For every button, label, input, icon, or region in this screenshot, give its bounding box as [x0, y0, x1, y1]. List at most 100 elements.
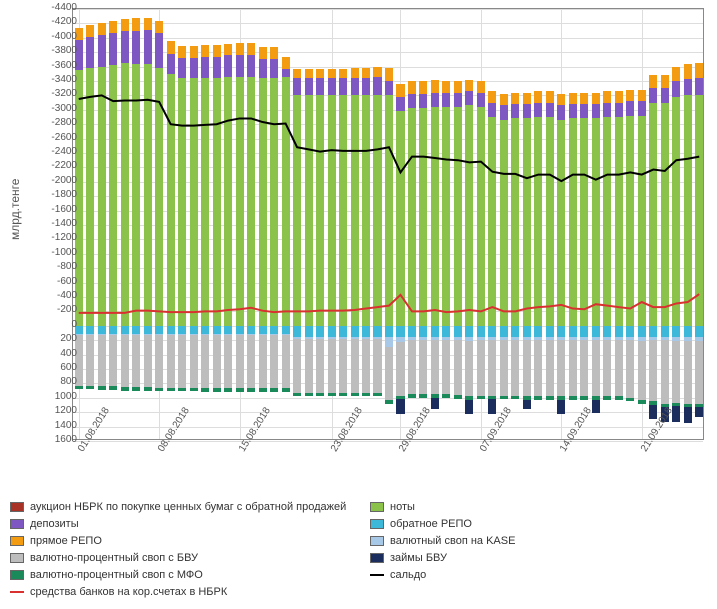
legend-label: валютно-процентный своп с БВУ: [30, 552, 198, 564]
bar-seg-депозиты: [132, 31, 140, 64]
bar-seg-прямое_РЕПО: [339, 69, 347, 78]
bar-seg-обратное_РЕПО: [661, 326, 669, 337]
bar-seg-валютно_процентный_своп_БВУ: [224, 335, 232, 388]
bar-seg-депозиты: [98, 35, 106, 67]
grid-line-h: [73, 412, 703, 413]
bar-seg-обратное_РЕПО: [408, 326, 416, 337]
bar-seg-ноты: [695, 95, 703, 325]
bar-seg-депозиты: [638, 101, 646, 115]
bar-seg-обратное_РЕПО: [569, 326, 577, 337]
bar-seg-ноты: [534, 117, 542, 326]
bar-seg-обратное_РЕПО: [592, 326, 600, 337]
bar-seg-валютно_процентный_своп_БВУ: [178, 335, 186, 388]
bar-seg-валютно_процентный_своп_БВУ: [511, 340, 519, 395]
legend-label: ноты: [390, 501, 415, 513]
bar-seg-валютно_процентный_своп_БВУ: [465, 341, 473, 396]
bar-seg-обратное_РЕПО: [580, 326, 588, 337]
bar-seg-прямое_РЕПО: [557, 94, 565, 106]
bar-seg-валютно_процентный_своп_МФО: [362, 393, 370, 397]
bar-seg-ноты: [316, 95, 324, 325]
bar-seg-обратное_РЕПО: [132, 326, 140, 334]
bar-seg-обратное_РЕПО: [373, 326, 381, 337]
y-tick-label: -4200: [29, 17, 77, 27]
bar-seg-ноты: [178, 78, 186, 326]
bar-seg-прямое_РЕПО: [293, 69, 301, 78]
bar-seg-прямое_РЕПО: [638, 90, 646, 102]
bar-seg-ноты: [580, 118, 588, 325]
legend-item: валютно-процентный своп с МФО: [10, 567, 370, 582]
bar-seg-валютно_процентный_своп_МФО: [247, 388, 255, 392]
bar-seg-обратное_РЕПО: [270, 326, 278, 334]
bar-seg-валютно_процентный_своп_БВУ: [362, 339, 370, 392]
bar-seg-валютно_процентный_своп_МФО: [351, 393, 359, 397]
bar-seg-ноты: [454, 107, 462, 326]
bar-seg-депозиты: [121, 31, 129, 63]
bar-seg-прямое_РЕПО: [511, 93, 519, 105]
bar-seg-прямое_РЕПО: [373, 67, 381, 77]
grid-line-h: [73, 23, 703, 24]
grid-line-h: [73, 9, 703, 10]
bar-seg-ноты: [488, 117, 496, 326]
bar-seg-валютно_процентный_своп_МФО: [339, 393, 347, 397]
bar-seg-валютно_процентный_своп_БВУ: [488, 340, 496, 395]
bar-seg-прямое_РЕПО: [626, 90, 634, 102]
bar-seg-депозиты: [362, 78, 370, 95]
bar-seg-ноты: [569, 118, 577, 325]
y-tick-label: 1000: [29, 392, 77, 402]
legend-label: средства банков на кор.счетах в НБРК: [30, 586, 227, 598]
bar-seg-займы_БВУ: [672, 406, 680, 422]
bar-seg-депозиты: [488, 103, 496, 117]
bar-seg-валютно_процентный_своп_МФО: [144, 387, 152, 391]
y-tick-label: -1800: [29, 190, 77, 200]
y-tick-label: 200: [29, 334, 77, 344]
legend-label: сальдо: [390, 569, 426, 581]
bar-seg-обратное_РЕПО: [224, 326, 232, 334]
legend-item: ноты: [370, 499, 690, 514]
bar-seg-валютно_процентный_своп_МФО: [305, 393, 313, 397]
bar-seg-валютно_процентный_своп_МФО: [626, 398, 634, 402]
bar-seg-ноты: [442, 107, 450, 326]
bar-seg-валютно_процентный_своп_МФО: [454, 395, 462, 399]
bar-seg-валютно_процентный_своп_БВУ: [247, 335, 255, 388]
bar-seg-депозиты: [190, 58, 198, 78]
bar-seg-обратное_РЕПО: [144, 326, 152, 334]
bar-seg-валютно_процентный_своп_БВУ: [86, 335, 94, 385]
bar-seg-прямое_РЕПО: [362, 68, 370, 78]
y-axis-label: млрд.тенге: [8, 179, 22, 240]
bar-seg-обратное_РЕПО: [488, 326, 496, 337]
y-tick-label: -400: [29, 291, 77, 301]
bar-seg-прямое_РЕПО: [477, 81, 485, 93]
bar-seg-ноты: [546, 117, 554, 326]
bar-seg-валютно_процентный_своп_МФО: [603, 396, 611, 400]
bar-seg-валютно_процентный_своп_БВУ: [592, 340, 600, 396]
legend-swatch: [10, 553, 24, 563]
bar-seg-ноты: [247, 77, 255, 326]
bar-seg-валютно_процентный_своп_МФО: [236, 388, 244, 392]
y-tick-label: -3600: [29, 61, 77, 71]
bar-seg-прямое_РЕПО: [396, 84, 404, 97]
legend: аукцион НБРК по покупке ценных бумаг с о…: [10, 498, 710, 600]
bar-seg-обратное_РЕПО: [167, 326, 175, 334]
bar-seg-валютно_процентный_своп_МФО: [201, 388, 209, 392]
bar-seg-займы_БВУ: [465, 400, 473, 414]
bar-seg-обратное_РЕПО: [500, 326, 508, 337]
bar-seg-депозиты: [695, 78, 703, 95]
bar-seg-ноты: [672, 97, 680, 326]
bar-seg-ноты: [259, 78, 267, 326]
bar-seg-валютно_процентный_своп_БВУ: [626, 340, 634, 398]
bar-seg-валютно_процентный_своп_БВУ: [684, 341, 692, 404]
bar-seg-ноты: [270, 78, 278, 326]
bar-seg-прямое_РЕПО: [661, 75, 669, 89]
bar-seg-депозиты: [569, 104, 577, 118]
legend-item: валютный своп на KASE: [370, 533, 690, 548]
bar-seg-ноты: [557, 120, 565, 326]
bar-seg-валютно_процентный_своп_МФО: [190, 388, 198, 392]
bar-seg-прямое_РЕПО: [121, 19, 129, 31]
bar-seg-валютно_процентный_своп_БВУ: [661, 340, 669, 403]
bar-seg-обратное_РЕПО: [155, 326, 163, 334]
bar-seg-обратное_РЕПО: [465, 326, 473, 337]
bar-seg-ноты: [684, 95, 692, 325]
bar-seg-валютно_процентный_своп_БВУ: [190, 335, 198, 388]
bar-seg-ноты: [190, 78, 198, 326]
bar-seg-депозиты: [511, 104, 519, 118]
